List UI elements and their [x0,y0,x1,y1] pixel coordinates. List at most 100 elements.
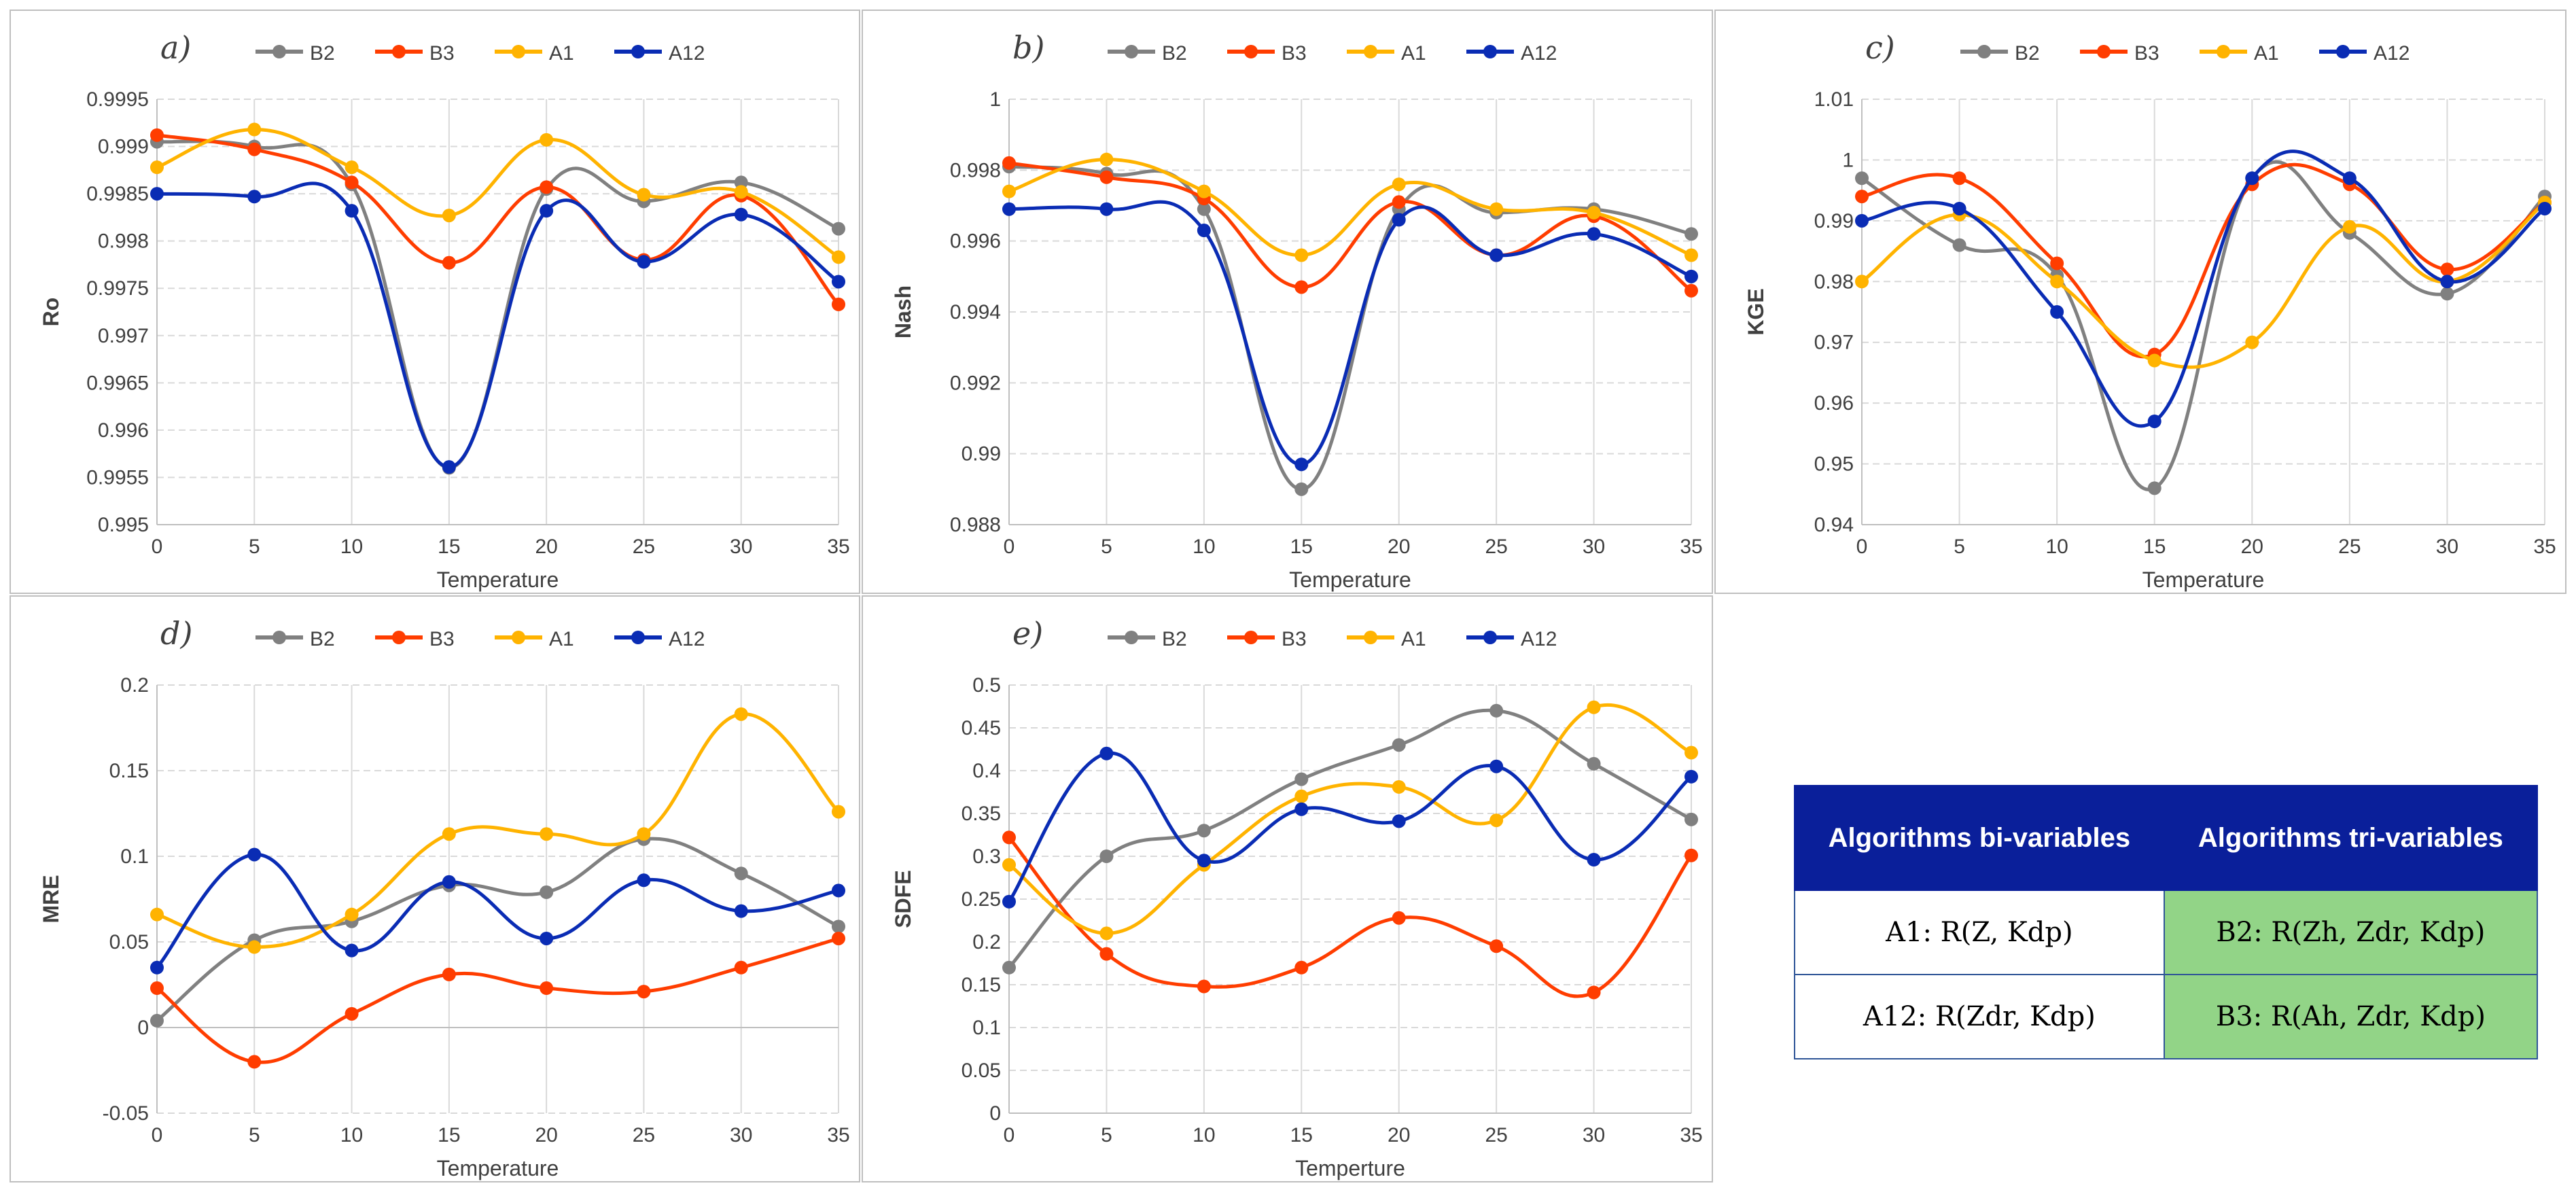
y-axis-title: Ro [39,298,63,327]
legend-item-a12: A12 [614,42,705,65]
data-point-b2 [1952,238,1966,252]
data-point-b2 [1002,960,1016,975]
legend-item-a1: A1 [1347,628,1426,650]
panel-label: d) [160,615,192,652]
data-point-a1 [1197,184,1211,198]
algorithms-table-wrap: Algorithms bi-variables Algorithms tri-v… [1794,785,2539,1059]
svg-text:B2: B2 [310,42,335,65]
series-line-b2 [156,837,840,1022]
y-tick-label: -0.05 [103,1102,149,1125]
data-point-a12 [247,847,262,862]
data-point-a1 [1855,275,1869,289]
data-point-a12 [2440,275,2454,289]
data-point-a12 [1684,769,1698,784]
series-line-a1 [1008,703,1693,935]
cell-b2: B2: R(Zh, Zdr, Kdp) [2163,890,2539,975]
y-tick-label: 0.9965 [86,372,149,394]
data-point-b3 [2440,262,2454,277]
y-tick-label: 0.998 [98,230,149,253]
series-line-a1 [156,128,840,259]
y-tick-label: 0.9975 [86,277,149,300]
data-point-b2 [1197,824,1211,838]
legend-item-b3: B3 [2080,42,2159,65]
y-tick-label: 0.98 [1814,270,1854,293]
legend-item-b2: B2 [255,628,335,650]
data-point-b2 [1294,772,1309,786]
data-point-a12 [1099,746,1114,760]
x-tick-label: 25 [1485,536,1507,558]
data-point-a1 [345,907,359,922]
data-point-a12 [1392,213,1406,227]
data-point-a1 [1392,779,1406,794]
legend-item-b3: B3 [1227,42,1307,65]
data-point-b2 [150,1013,164,1028]
y-tick-label: 0.95 [1814,453,1854,476]
legend-item-a1: A1 [2200,42,2279,65]
y-tick-label: 0.9955 [86,466,149,489]
data-point-a1 [1002,184,1016,198]
data-point-b3 [345,175,359,190]
data-point-a12 [1099,202,1114,216]
data-point-b2 [1197,202,1211,216]
series-line-a12 [156,181,840,469]
x-tick-label: 5 [249,536,260,558]
x-axis-title: Temperature [437,567,559,592]
data-point-b3 [442,256,456,270]
y-tick-label: 0.2 [120,674,149,697]
y-tick-label: 0.3 [972,845,1001,868]
algorithms-table: Algorithms bi-variables Algorithms tri-v… [1794,785,2539,1059]
cell-a1: A1: R(Z, Kdp) [1794,890,2165,975]
x-tick-label: 25 [1485,1124,1507,1146]
data-point-a1 [1489,813,1504,828]
data-point-a12 [1002,894,1016,909]
y-tick-label: 0.99 [1814,210,1854,232]
data-point-b3 [1002,830,1016,845]
legend-item-b2: B2 [1108,628,1187,650]
data-point-a1 [637,827,651,841]
data-point-a1 [832,805,845,819]
data-point-a1 [734,707,748,721]
x-tick-label: 20 [2241,536,2263,558]
y-tick-label: 0.9985 [86,183,149,205]
data-point-a1 [1684,248,1698,262]
data-point-a1 [1587,205,1601,220]
data-point-a12 [637,873,651,888]
x-tick-label: 0 [1856,536,1868,558]
data-point-a12 [1197,854,1211,868]
data-point-b3 [1099,947,1114,961]
data-point-a1 [2342,220,2357,234]
x-tick-label: 35 [1680,536,1702,558]
data-point-a1 [734,185,748,199]
data-point-a1 [1099,152,1114,166]
data-point-b3 [1587,985,1601,1000]
y-tick-label: 0.997 [98,325,149,347]
data-point-a12 [2245,171,2259,186]
x-tick-label: 20 [535,536,557,558]
data-point-a12 [832,883,845,898]
svg-text:A12: A12 [2374,42,2410,65]
legend-item-b3: B3 [1227,628,1307,650]
x-axis-title: Temperature [437,1156,559,1180]
x-axis-title: Temperature [1289,567,1411,592]
cell-b3: B3: R(Ah, Zdr, Kdp) [2163,974,2539,1059]
data-point-b3 [1002,156,1016,170]
chart-e: e) B2 B3 A1 A12 0 0.05 0.1 0.15 0.2 0.25 0.3 0.35 0.4… [891,615,1703,1180]
y-tick-label: 0.25 [961,888,1001,911]
data-point-a12 [150,960,164,975]
y-axis-title: Nash [891,285,915,338]
series-line-a12 [1008,200,1693,466]
data-point-a1 [1392,177,1406,192]
svg-text:B3: B3 [429,42,455,65]
data-point-b2 [1489,703,1504,718]
x-tick-label: 5 [1101,536,1112,558]
data-point-a12 [345,943,359,958]
svg-text:B2: B2 [1162,628,1187,650]
x-tick-label: 5 [1954,536,1965,558]
svg-text:A1: A1 [549,42,574,65]
x-tick-label: 10 [340,1124,363,1146]
data-point-b3 [637,985,651,999]
data-point-b3 [1392,195,1406,209]
data-point-b3 [1684,283,1698,298]
data-point-a1 [637,188,651,202]
panel-label: c) [1865,29,1895,66]
